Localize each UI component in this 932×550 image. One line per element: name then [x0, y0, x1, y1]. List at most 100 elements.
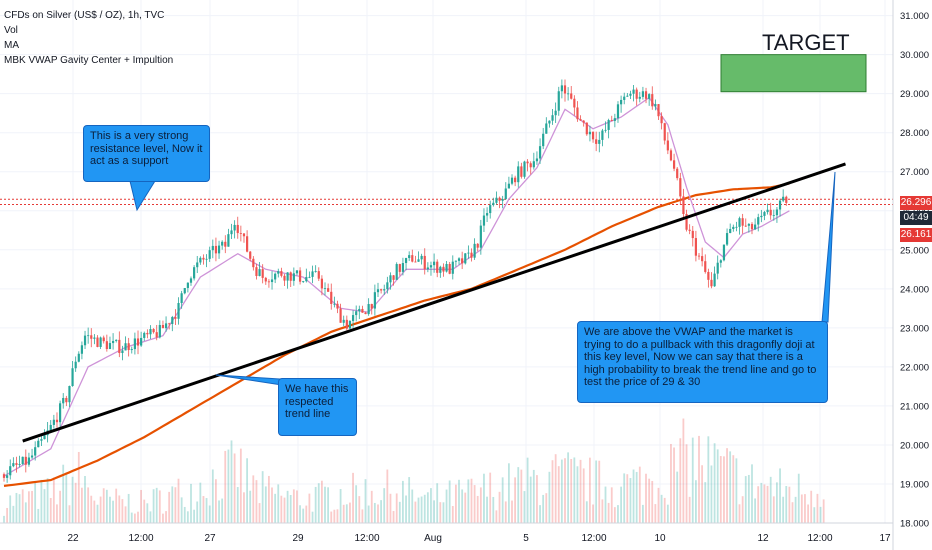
- volume-bar: [268, 475, 270, 523]
- volume-bar: [816, 493, 819, 523]
- vwap-polyline: [3, 182, 790, 487]
- candle-body: [124, 343, 127, 351]
- candle-body: [629, 93, 632, 96]
- volume-bar: [40, 479, 43, 523]
- volume-bar: [545, 493, 548, 523]
- candle-body: [146, 332, 149, 335]
- x-tick-label: Aug: [424, 533, 442, 544]
- candle-body: [140, 337, 143, 346]
- candle-body: [651, 94, 654, 107]
- volume-bar: [137, 511, 139, 523]
- candle-body: [168, 323, 171, 325]
- candle-body: [189, 278, 193, 283]
- volume-bar: [536, 475, 538, 523]
- volume-bar: [218, 500, 220, 523]
- volume-bar: [155, 487, 158, 523]
- target-label[interactable]: TARGET: [762, 30, 850, 55]
- candle-body: [367, 304, 370, 315]
- volume-bar: [377, 504, 379, 523]
- volume-bar: [59, 490, 61, 523]
- volume-bar: [576, 466, 579, 523]
- volume-bar: [713, 443, 716, 523]
- volume-bar: [570, 459, 573, 523]
- volume-bar: [517, 467, 520, 523]
- volume-bar: [508, 463, 510, 523]
- volume-bar: [158, 490, 161, 523]
- candle-body: [196, 262, 199, 268]
- volume-bar: [105, 489, 108, 523]
- volume-bar: [261, 471, 264, 523]
- candle-body: [111, 340, 115, 344]
- legend-vol[interactable]: Vol: [4, 25, 18, 36]
- trend-callout[interactable]: We have this respected trend line: [278, 378, 357, 436]
- candle-body: [43, 435, 46, 440]
- volume-bar: [324, 486, 326, 523]
- candle-body: [389, 275, 392, 283]
- candle-body: [729, 228, 732, 234]
- volume-bar: [782, 496, 785, 523]
- volume-bar: [24, 502, 27, 523]
- candle-body: [542, 133, 545, 147]
- volume-bar: [299, 505, 301, 523]
- candle-body: [105, 341, 108, 350]
- volume-bar: [526, 457, 529, 523]
- volume-bar: [264, 486, 267, 523]
- volume-bars: [3, 418, 825, 523]
- trend-line[interactable]: [22, 162, 846, 443]
- candle-body: [62, 397, 65, 404]
- candle-body: [411, 255, 414, 262]
- candle-body: [710, 279, 713, 287]
- volume-bar: [205, 498, 208, 523]
- candle-body: [401, 263, 405, 272]
- candle-body: [286, 272, 289, 281]
- candle-body: [358, 308, 361, 312]
- candles: [2, 79, 788, 483]
- volume-bar: [3, 515, 5, 523]
- volume-bar: [666, 504, 669, 523]
- candle-body: [199, 257, 202, 263]
- candle-body: [208, 250, 211, 259]
- candle-body: [495, 197, 498, 203]
- volume-bar: [738, 504, 741, 523]
- candle-body: [364, 312, 367, 315]
- volume-bar: [77, 451, 80, 523]
- analysis-callout[interactable]: We are above the VWAP and the market is …: [577, 321, 828, 403]
- resistance-callout[interactable]: This is a very strong resistance level, …: [83, 125, 210, 182]
- volume-bar: [751, 464, 753, 523]
- volume-bar: [579, 459, 582, 523]
- volume-bar: [791, 502, 794, 523]
- candle-body: [270, 279, 274, 283]
- y-tick-label: 29.000: [900, 89, 929, 100]
- volume-bar: [626, 474, 629, 523]
- target-zone[interactable]: [720, 54, 867, 93]
- y-tick-label: 31.000: [900, 11, 929, 22]
- candle-body: [127, 343, 130, 351]
- volume-bar: [822, 499, 825, 523]
- volume-bar: [18, 494, 21, 523]
- legend-ma[interactable]: MA: [4, 40, 19, 51]
- candle-body: [679, 178, 682, 197]
- legend-title[interactable]: CFDs on Silver (US$ / OZ), 1h, TVC: [4, 10, 165, 21]
- volume-bar: [595, 460, 598, 523]
- volume-bar: [747, 474, 750, 523]
- candle-body: [682, 196, 685, 215]
- candle-body: [476, 243, 479, 248]
- volume-bar: [193, 509, 195, 523]
- candle-body: [660, 116, 663, 124]
- volume-bar: [277, 484, 280, 523]
- volume-bar: [380, 500, 382, 523]
- candle-body: [778, 200, 782, 210]
- candle-body: [246, 236, 249, 252]
- volume-bar: [345, 504, 348, 523]
- legend-indicator[interactable]: MBK VWAP Gavity Center + Impultion: [4, 55, 174, 66]
- candle-body: [361, 308, 364, 313]
- volume-bar: [663, 497, 666, 523]
- volume-bar: [190, 483, 192, 523]
- volume-bar: [623, 473, 626, 523]
- candle-body: [414, 261, 417, 263]
- volume-bar: [445, 489, 448, 523]
- candle-body: [52, 419, 55, 425]
- candle-body: [532, 161, 535, 168]
